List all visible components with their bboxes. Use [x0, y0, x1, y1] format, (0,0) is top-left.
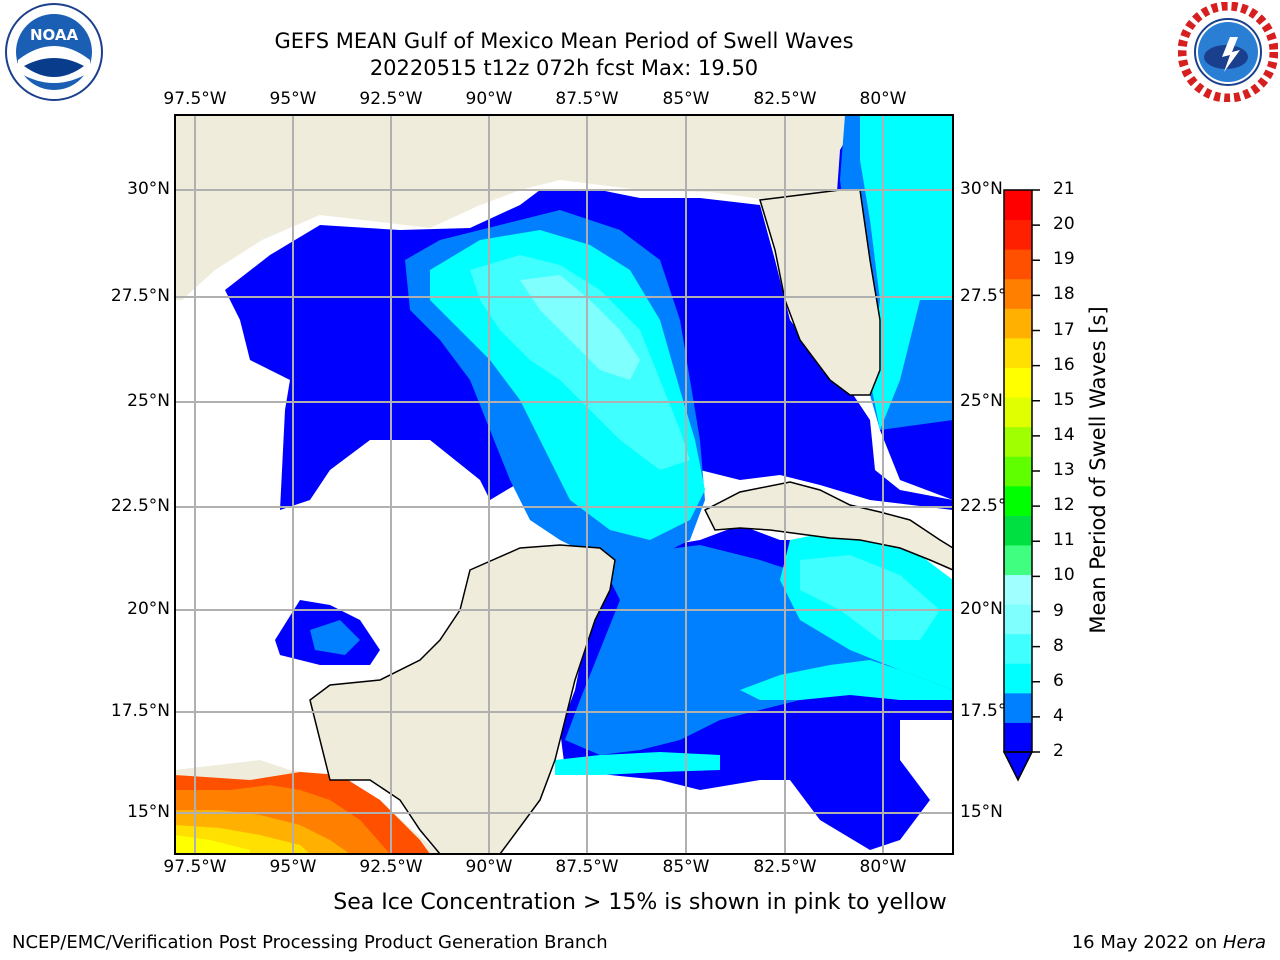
- bottom-lon-label: 92.5°W: [359, 857, 423, 877]
- colorbar-segment: [1004, 367, 1032, 398]
- colorbar-tick-label: 16: [1053, 354, 1075, 375]
- footer-date: 16 May 2022 on Hera: [1071, 932, 1266, 953]
- bottom-lon-label: 90°W: [465, 857, 513, 877]
- bottom-lon-label: 85°W: [662, 857, 710, 877]
- colorbar-segment: [1004, 249, 1032, 280]
- right-lat-label: 25°N: [960, 391, 1003, 411]
- right-lat-label: 20°N: [960, 599, 1003, 619]
- footer-branch: NCEP/EMC/Verification Post Processing Pr…: [12, 932, 608, 953]
- top-lon-label: 92.5°W: [359, 89, 423, 109]
- left-lat-label: 22.5°N: [110, 496, 170, 516]
- colorbar-segment: [1004, 337, 1032, 368]
- noaa-logo: NOAA: [5, 3, 103, 101]
- nws-logo: [1178, 2, 1278, 102]
- colorbar-segment: [1004, 604, 1032, 635]
- colorbar-tick-label: 20: [1053, 214, 1075, 235]
- left-lat-label: 17.5°N: [110, 701, 170, 721]
- right-lat-label: 15°N: [960, 802, 1003, 822]
- swell-cyan-caribbean: [740, 660, 953, 700]
- colorbar-segment: [1004, 426, 1032, 457]
- colorbar-segment: [1004, 485, 1032, 516]
- colorbar-segment: [1004, 722, 1032, 753]
- colorbar-tick-label: 17: [1053, 319, 1075, 340]
- swell-light-cyan-caribbean: [800, 555, 940, 640]
- colorbar-tick-label: 4: [1053, 705, 1064, 726]
- colorbar-tick-label: 14: [1053, 424, 1075, 445]
- colorbar-tick-label: 8: [1053, 635, 1064, 656]
- yucatan-land: [309, 544, 616, 854]
- colorbar-extend-arrow: [1002, 751, 1034, 782]
- left-lat-label: 15°N: [127, 802, 170, 822]
- bottom-lon-label: 87.5°W: [555, 857, 619, 877]
- top-lon-label: 87.5°W: [555, 89, 619, 109]
- colorbar-segment: [1004, 190, 1032, 221]
- colorbar-segment: [1004, 544, 1032, 576]
- top-lon-label: 97.5°W: [163, 89, 227, 109]
- colorbar-tick-label: 12: [1053, 495, 1075, 516]
- swell-cyan-southcoast: [555, 752, 720, 775]
- colorbar-tick-label: 10: [1053, 565, 1075, 586]
- swell-light-cyan-2: [520, 275, 640, 380]
- colorbar-tick-label: 6: [1053, 670, 1064, 691]
- bottom-lon-label: 95°W: [269, 857, 317, 877]
- colorbar-tick-label: 18: [1053, 284, 1075, 305]
- colorbar-segment: [1004, 456, 1032, 487]
- colorbar-segment: [1004, 663, 1032, 694]
- top-lon-label: 95°W: [269, 89, 317, 109]
- left-lat-label: 25°N: [127, 391, 170, 411]
- colorbar-segment: [1004, 515, 1032, 546]
- colorbar-segment: [1004, 397, 1032, 428]
- colorbar-tick-label: 2: [1053, 741, 1064, 761]
- colorbar-tick-label: 19: [1053, 249, 1075, 270]
- cuba-land: [703, 481, 953, 571]
- pacific-region-5: [175, 835, 250, 854]
- top-lon-label: 90°W: [465, 89, 513, 109]
- colorbar-tick-label: 13: [1053, 460, 1075, 480]
- right-lat-label: 30°N: [960, 179, 1003, 199]
- bottom-lon-label: 80°W: [859, 857, 907, 877]
- sea-ice-caption: Sea Ice Concentration > 15% is shown in …: [333, 890, 947, 915]
- colorbar: [1002, 189, 1040, 782]
- bottom-lon-label: 82.5°W: [753, 857, 817, 877]
- colorbar-segment: [1004, 219, 1032, 250]
- left-lat-label: 20°N: [127, 599, 170, 619]
- top-lon-label: 80°W: [859, 89, 907, 109]
- swell-medium-blue-sw: [310, 620, 360, 655]
- left-lat-label: 30°N: [127, 179, 170, 199]
- map-frame: [174, 114, 954, 855]
- colorbar-tick-label: 15: [1053, 389, 1075, 410]
- bottom-lon-label: 97.5°W: [163, 857, 227, 877]
- colorbar-segment: [1004, 308, 1032, 339]
- colorbar-segment: [1004, 574, 1032, 605]
- colorbar-title: Mean Period of Swell Waves [s]: [1086, 306, 1110, 634]
- top-lon-label: 85°W: [662, 89, 710, 109]
- top-lon-label: 82.5°W: [753, 89, 817, 109]
- chart-title: GEFS MEAN Gulf of Mexico Mean Period of …: [274, 29, 854, 53]
- colorbar-tick-label: 9: [1053, 600, 1064, 621]
- colorbar-tick-label: 21: [1053, 179, 1075, 199]
- left-lat-label: 27.5°N: [110, 286, 170, 306]
- colorbar-segment: [1004, 278, 1032, 309]
- svg-text:NOAA: NOAA: [30, 26, 79, 44]
- colorbar-tick-label: 11: [1053, 530, 1075, 551]
- swell-light-cyan: [470, 255, 690, 470]
- colorbar-segment: [1004, 692, 1032, 723]
- colorbar-segment: [1004, 633, 1032, 664]
- chart-subtitle: 20220515 t12z 072h fcst Max: 19.50: [369, 56, 759, 80]
